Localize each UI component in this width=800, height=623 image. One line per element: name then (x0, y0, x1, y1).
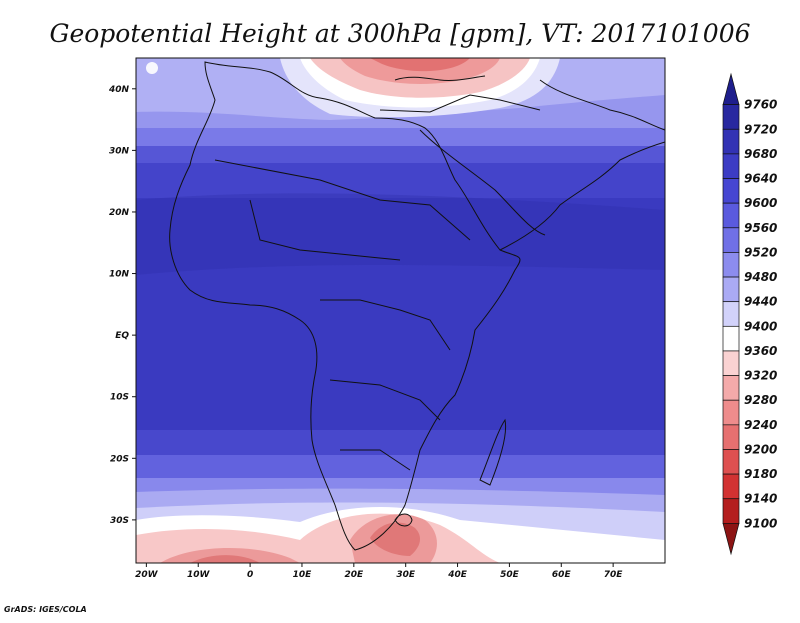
lat-tick-label: EQ (115, 331, 129, 341)
colorbar-swatch (722, 325, 740, 352)
lon-tick-label: 10E (293, 570, 313, 580)
axis-ticks: 20W 10W 0 10E 20E 30E 40E 50E 60E 70E 40N 30N 20N 10N… (108, 85, 623, 580)
lon-tick-label: 60E (552, 570, 572, 580)
colorbar-label: 9680 (744, 147, 777, 161)
colorbar-swatch (722, 104, 740, 130)
colorbar-label: 9180 (744, 467, 777, 481)
map-frame (135, 57, 666, 564)
lat-tick-label: 20N (109, 208, 130, 218)
colorbar-label: 9440 (744, 295, 777, 309)
lat-tick-label: 20S (110, 454, 129, 464)
height-field (136, 58, 665, 563)
colorbar-label: 9100 (744, 516, 777, 530)
colorbar-swatch (722, 424, 740, 450)
lat-tick-label: 10S (110, 393, 129, 403)
lat-tick-label: 30N (109, 146, 130, 156)
colorbar-label: 9400 (744, 319, 777, 333)
colorbar-swatch (722, 227, 740, 253)
lon-tick-label: 20W (135, 570, 159, 580)
colorbar-label: 9240 (744, 418, 777, 432)
colorbar-label: 9640 (744, 172, 777, 186)
colorbar-label: 9360 (744, 344, 777, 358)
colorbar-swatch (722, 153, 740, 179)
lat-tick-label: 30S (110, 516, 129, 526)
colorbar-label: 9760 (744, 98, 777, 112)
lon-tick-label: 50E (500, 570, 520, 580)
colorbar-swatch (722, 523, 740, 556)
colorbar-swatch (722, 473, 740, 500)
colorbar-label: 9480 (744, 270, 777, 284)
colorbar-swatch (722, 178, 740, 204)
lon-tick-label: 10W (187, 570, 211, 580)
colorbar-swatch (722, 449, 740, 475)
colorbar-swatch (722, 399, 740, 426)
lat-tick-label: 40N (108, 85, 130, 95)
colorbar-swatch (722, 252, 740, 278)
lon-tick-label: 70E (604, 570, 624, 580)
colorbar-swatch (722, 202, 740, 229)
colorbar-label: 9720 (744, 122, 777, 136)
colorbar-label: 9520 (744, 245, 777, 259)
colorbar-swatch (722, 375, 740, 401)
colorbar: 9760 9720 9680 9640 9600 9560 9520 9480 9440 9400… (722, 72, 777, 556)
colorbar-label: 9600 (744, 196, 777, 210)
lon-tick-label: 0 (247, 570, 253, 580)
lon-tick-label: 40E (447, 570, 468, 580)
map-title: Geopotential Height at 300hPa [gpm], VT:… (49, 19, 750, 48)
grads-credit: GrADS: IGES/COLA (4, 605, 87, 614)
colorbar-label: 9140 (744, 492, 777, 506)
colorbar-swatch (722, 276, 740, 303)
colorbar-swatch (722, 350, 740, 376)
colorbar-label: 9560 (744, 221, 777, 235)
colorbar-swatch (722, 498, 740, 524)
colorbar-label: 9200 (744, 442, 777, 456)
lat-tick-label: 10N (109, 270, 130, 280)
colorbar-label: 9280 (744, 393, 777, 407)
coastlines (169, 61, 665, 551)
colorbar-label: 9320 (744, 369, 777, 383)
colorbar-swatch (722, 128, 740, 155)
colorbar-swatch (722, 72, 740, 105)
colorbar-swatch (722, 301, 740, 327)
lon-tick-label: 20E (344, 570, 364, 580)
lon-tick-label: 30E (396, 570, 416, 580)
